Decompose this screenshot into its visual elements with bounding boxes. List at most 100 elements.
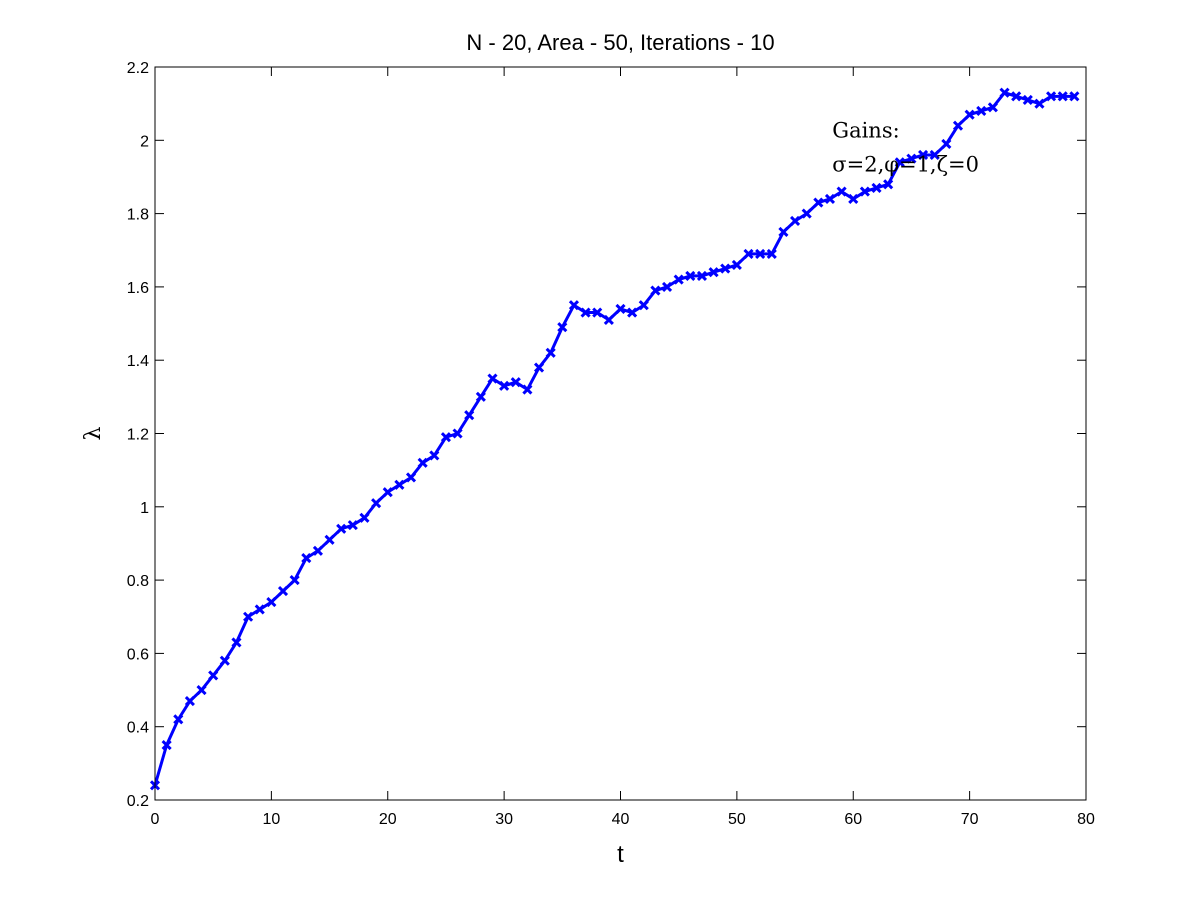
y-tick-label: 0.6 xyxy=(127,646,149,663)
data-point-marker xyxy=(976,105,987,117)
data-point-marker xyxy=(405,472,417,483)
data-point-marker xyxy=(824,193,836,205)
data-point-marker xyxy=(522,384,533,395)
data-point-marker xyxy=(999,87,1010,98)
data-point-marker xyxy=(627,307,638,318)
data-point-marker xyxy=(371,498,382,509)
data-point-marker xyxy=(1057,91,1068,102)
y-axis-label: λ xyxy=(81,426,106,440)
data-point-marker xyxy=(580,307,591,318)
data-point-marker xyxy=(394,479,405,490)
data-point-marker xyxy=(161,739,172,751)
chart-title: N - 20, Area - 50, Iterations - 10 xyxy=(466,30,774,55)
data-point-marker xyxy=(801,208,812,219)
data-point-marker xyxy=(685,270,696,281)
data-point-marker xyxy=(336,523,347,534)
series-layer xyxy=(149,87,1080,791)
x-tick-label: 10 xyxy=(262,811,280,828)
data-point-marker xyxy=(650,285,661,296)
x-tick-label: 70 xyxy=(961,811,979,828)
data-point-marker xyxy=(545,347,556,358)
data-point-marker xyxy=(603,314,614,325)
x-axis-label: t xyxy=(617,841,624,868)
x-tick-label: 20 xyxy=(379,811,397,828)
data-point-marker xyxy=(219,655,230,666)
data-point-marker xyxy=(1069,91,1080,102)
y-tick-label: 1.8 xyxy=(127,207,149,224)
data-point-marker xyxy=(359,512,370,523)
data-point-marker xyxy=(208,670,219,681)
data-point-marker xyxy=(440,432,451,443)
data-point-marker xyxy=(778,226,789,237)
data-point-marker xyxy=(533,362,545,373)
data-point-marker xyxy=(906,153,917,164)
data-point-marker xyxy=(184,695,195,707)
data-point-marker xyxy=(417,457,428,468)
data-point-marker xyxy=(638,300,649,311)
data-point-marker xyxy=(1046,91,1057,102)
y-tick-label: 0.2 xyxy=(127,793,149,810)
x-tick-label: 50 xyxy=(728,811,746,828)
data-point-marker xyxy=(813,197,824,208)
data-point-marker xyxy=(743,248,754,259)
data-point-marker xyxy=(790,215,801,226)
data-point-marker xyxy=(883,179,894,190)
gains-annotation-values: σ=2,φ=1,ζ=0 xyxy=(832,152,979,176)
data-point-marker xyxy=(429,450,440,461)
x-tick-label: 80 xyxy=(1077,811,1095,828)
data-point-marker xyxy=(382,487,393,498)
data-point-marker xyxy=(894,157,905,168)
data-point-marker xyxy=(510,377,521,388)
data-point-marker xyxy=(918,149,929,161)
data-point-marker xyxy=(615,303,626,314)
x-tick-label: 0 xyxy=(151,811,160,828)
data-point-marker xyxy=(836,186,847,197)
y-tick-label: 1.4 xyxy=(127,353,149,370)
data-point-marker xyxy=(720,263,731,274)
x-tick-label: 60 xyxy=(844,811,862,828)
data-point-marker xyxy=(568,300,580,311)
y-tick-label: 2 xyxy=(140,133,149,150)
data-point-marker xyxy=(987,102,998,113)
data-point-marker xyxy=(871,182,882,194)
data-point-marker xyxy=(1022,94,1033,106)
data-point-marker xyxy=(557,322,568,333)
data-point-marker xyxy=(964,109,975,120)
data-point-marker xyxy=(324,534,335,545)
x-tick-label: 30 xyxy=(495,811,513,828)
data-point-marker xyxy=(766,248,777,259)
x-tick-label: 40 xyxy=(612,811,630,828)
data-point-marker xyxy=(487,373,498,384)
data-point-marker xyxy=(231,637,242,648)
data-point-marker xyxy=(929,149,940,161)
data-point-marker xyxy=(848,193,859,205)
data-point-marker xyxy=(243,611,254,622)
data-point-marker xyxy=(452,428,463,439)
data-point-marker xyxy=(312,545,323,556)
plot-area xyxy=(155,67,1086,800)
data-point-marker xyxy=(347,520,358,531)
data-point-marker xyxy=(592,307,603,318)
data-point-marker xyxy=(859,186,870,197)
data-point-marker xyxy=(301,553,312,564)
data-point-marker xyxy=(1034,98,1045,109)
data-point-marker xyxy=(277,586,289,597)
data-point-marker xyxy=(499,380,510,391)
data-point-marker xyxy=(1011,91,1022,102)
data-point-marker xyxy=(696,270,708,281)
data-point-marker xyxy=(708,267,719,278)
data-point-marker xyxy=(266,597,277,608)
y-tick-label: 0.4 xyxy=(127,720,149,737)
gains-annotation-title: Gains: xyxy=(832,118,899,142)
data-point-marker xyxy=(289,575,300,586)
y-tick-label: 2.2 xyxy=(127,60,149,77)
data-point-marker xyxy=(952,120,964,131)
data-point-marker xyxy=(254,604,265,615)
data-point-marker xyxy=(731,259,742,270)
y-tick-label: 0.8 xyxy=(127,573,149,590)
data-point-marker xyxy=(673,274,684,285)
y-tick-label: 1 xyxy=(140,500,149,517)
y-tick-label: 1.6 xyxy=(127,280,149,297)
tick-layer: 0 10 20 30 40 50 60 70 80 0.2 0.4 0.6 0.8 1 1.2 1.4 1.6 1… xyxy=(127,60,1095,828)
